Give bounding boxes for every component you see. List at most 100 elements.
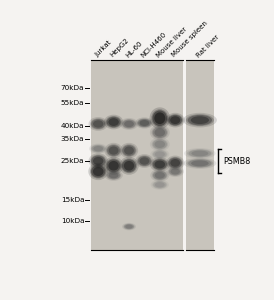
Text: HepG2: HepG2 <box>109 38 130 58</box>
Ellipse shape <box>189 150 211 157</box>
Ellipse shape <box>121 144 136 157</box>
Ellipse shape <box>92 145 105 152</box>
Ellipse shape <box>104 170 123 181</box>
Ellipse shape <box>109 146 119 155</box>
Ellipse shape <box>90 118 106 130</box>
Ellipse shape <box>152 158 168 170</box>
Ellipse shape <box>139 157 149 165</box>
Ellipse shape <box>155 152 165 158</box>
Text: 70kDa: 70kDa <box>61 85 84 91</box>
Ellipse shape <box>104 143 123 158</box>
Ellipse shape <box>90 155 106 167</box>
Ellipse shape <box>125 225 133 229</box>
Ellipse shape <box>104 157 123 175</box>
Ellipse shape <box>153 181 166 188</box>
Ellipse shape <box>150 149 169 160</box>
Ellipse shape <box>192 151 208 156</box>
Ellipse shape <box>122 120 136 128</box>
Ellipse shape <box>188 159 212 167</box>
Ellipse shape <box>107 145 120 156</box>
Ellipse shape <box>93 167 104 176</box>
Ellipse shape <box>106 116 122 128</box>
Text: 55kDa: 55kDa <box>61 100 84 106</box>
Ellipse shape <box>89 144 107 154</box>
Ellipse shape <box>93 157 103 165</box>
Text: HL-60: HL-60 <box>125 40 144 58</box>
Ellipse shape <box>109 118 119 126</box>
Ellipse shape <box>153 110 167 126</box>
Ellipse shape <box>104 115 123 129</box>
Ellipse shape <box>155 128 165 136</box>
Ellipse shape <box>184 148 216 159</box>
Ellipse shape <box>138 156 151 166</box>
Ellipse shape <box>150 137 170 151</box>
Ellipse shape <box>170 169 180 175</box>
Ellipse shape <box>93 120 103 128</box>
Ellipse shape <box>184 158 216 169</box>
Ellipse shape <box>186 159 213 168</box>
Ellipse shape <box>187 149 213 158</box>
Ellipse shape <box>138 119 151 127</box>
Text: Mouse spleen: Mouse spleen <box>171 20 209 58</box>
Ellipse shape <box>107 171 120 179</box>
Ellipse shape <box>154 112 165 124</box>
Ellipse shape <box>169 167 181 175</box>
Ellipse shape <box>155 160 165 168</box>
Text: PSMB8: PSMB8 <box>224 157 251 166</box>
Ellipse shape <box>109 161 119 171</box>
Ellipse shape <box>150 125 170 140</box>
Ellipse shape <box>106 158 122 173</box>
Ellipse shape <box>168 157 183 169</box>
Ellipse shape <box>153 159 167 170</box>
Ellipse shape <box>121 119 136 129</box>
Ellipse shape <box>150 157 170 172</box>
Text: 10kDa: 10kDa <box>61 218 84 224</box>
Ellipse shape <box>89 153 108 169</box>
Ellipse shape <box>91 165 105 178</box>
Ellipse shape <box>122 159 136 172</box>
Ellipse shape <box>166 166 184 177</box>
Ellipse shape <box>119 157 139 175</box>
Ellipse shape <box>186 114 214 126</box>
Ellipse shape <box>167 114 183 126</box>
Ellipse shape <box>91 145 106 153</box>
Ellipse shape <box>183 113 217 128</box>
Ellipse shape <box>107 159 121 172</box>
Ellipse shape <box>91 119 105 129</box>
Ellipse shape <box>122 223 136 230</box>
Ellipse shape <box>152 150 168 159</box>
Text: NCI-H460: NCI-H460 <box>140 31 168 58</box>
Ellipse shape <box>152 170 168 181</box>
Ellipse shape <box>150 169 169 182</box>
Ellipse shape <box>155 141 165 148</box>
Ellipse shape <box>106 171 121 180</box>
Ellipse shape <box>124 146 134 155</box>
Ellipse shape <box>107 117 121 127</box>
Text: Rat liver: Rat liver <box>196 34 221 58</box>
Ellipse shape <box>169 115 182 125</box>
Ellipse shape <box>170 159 180 167</box>
Ellipse shape <box>124 224 134 229</box>
Ellipse shape <box>152 139 168 150</box>
Ellipse shape <box>89 117 108 131</box>
Ellipse shape <box>169 158 182 168</box>
Text: 25kDa: 25kDa <box>61 158 84 164</box>
Ellipse shape <box>153 150 167 158</box>
Ellipse shape <box>90 164 106 178</box>
Ellipse shape <box>121 158 137 173</box>
Text: 35kDa: 35kDa <box>61 136 84 142</box>
Ellipse shape <box>135 117 153 129</box>
Ellipse shape <box>155 172 165 179</box>
Text: 15kDa: 15kDa <box>61 197 84 203</box>
Ellipse shape <box>139 120 149 126</box>
Ellipse shape <box>91 155 105 167</box>
Ellipse shape <box>191 160 209 166</box>
Ellipse shape <box>88 163 108 180</box>
Ellipse shape <box>155 182 165 188</box>
Ellipse shape <box>168 167 182 176</box>
Ellipse shape <box>191 116 209 124</box>
Ellipse shape <box>152 126 168 139</box>
Ellipse shape <box>153 127 167 138</box>
Bar <box>186 60 214 250</box>
Ellipse shape <box>166 113 185 128</box>
